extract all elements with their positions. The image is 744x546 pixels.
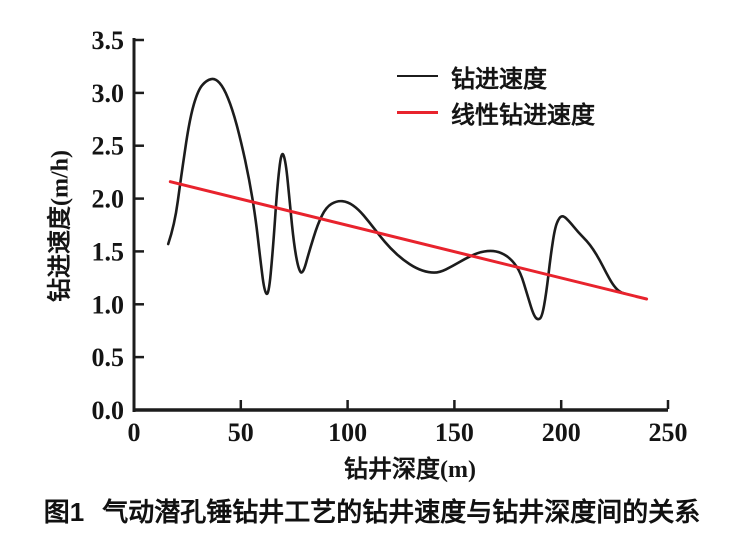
x-tick-label: 200 (542, 418, 581, 447)
figure-caption-text: 气动潜孔锤钻井工艺的钻井速度与钻井深度间的关系 (102, 497, 701, 527)
x-tick-label: 100 (328, 418, 367, 447)
y-tick-label: 2.0 (92, 185, 125, 214)
y-tick-label: 2.5 (92, 132, 125, 161)
red-line-swatch-icon (397, 110, 438, 114)
x-axis-title: 钻井深度(m) (344, 457, 476, 483)
legend-label: 钻进速度 (451, 66, 547, 93)
y-axis-title: 钻进速度(m/h) (47, 150, 74, 302)
x-tick-label: 50 (228, 418, 254, 447)
series-line-1 (168, 180, 649, 301)
y-tick-label: 1.0 (92, 290, 125, 319)
legend-entry-linear-trend: 线性钻进速度 (397, 94, 595, 130)
x-tick-label: 250 (649, 418, 688, 447)
y-tick-label: 0.5 (92, 343, 125, 372)
y-tick-label: 0.0 (92, 396, 125, 425)
black-line-swatch-icon (397, 74, 438, 78)
y-tick-label: 3.5 (92, 26, 125, 55)
figure-caption: 图1 气动潜孔锤钻井工艺的钻井速度与钻井深度间的关系 (0, 492, 744, 529)
y-tick-label: 3.0 (92, 79, 125, 108)
legend: 钻进速度 线性钻进速度 (397, 58, 595, 130)
x-tick-label: 150 (435, 418, 474, 447)
series-line-0 (166, 77, 627, 321)
y-tick-label: 1.5 (92, 237, 125, 266)
figure-number: 图1 (43, 497, 85, 527)
legend-entry-drilling-speed: 钻进速度 (397, 58, 595, 94)
x-tick-label: 0 (128, 418, 141, 447)
legend-label: 线性钻进速度 (451, 102, 595, 129)
